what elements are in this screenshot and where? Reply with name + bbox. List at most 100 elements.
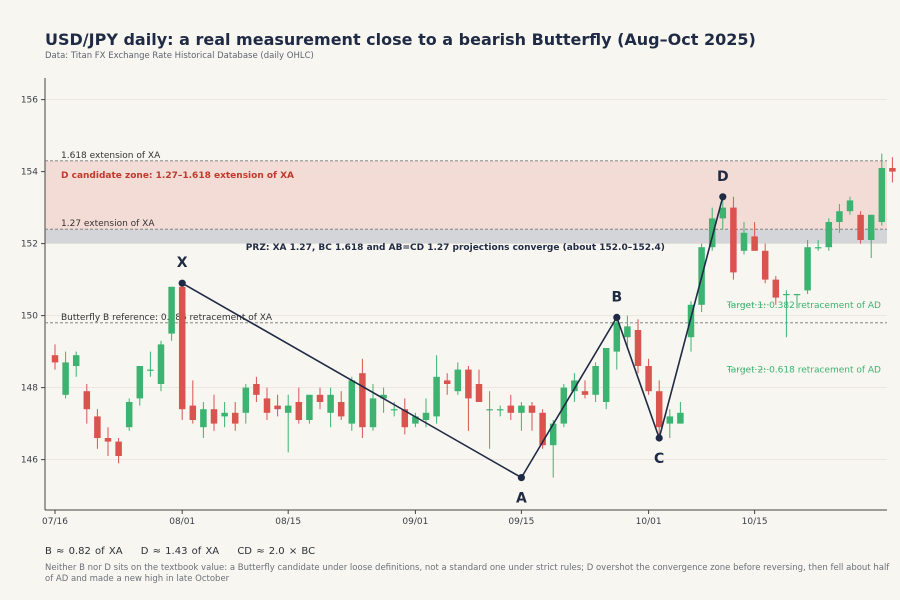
candle-down (401, 409, 409, 428)
candle-down (772, 279, 780, 298)
pattern-point-label: A (516, 491, 527, 507)
candle-down (295, 402, 303, 420)
candle-up (677, 412, 684, 424)
candle-up (496, 409, 504, 411)
x-tick-label: 09/15 (508, 517, 534, 527)
pattern-point (517, 474, 526, 482)
ratio-d: D ≈ 1.43 of XA (140, 546, 220, 557)
reference-level-label: Butterfly B reference: 0.786 retracement… (61, 313, 273, 323)
candle-up (221, 412, 228, 417)
candle-down (359, 373, 366, 428)
pattern-point-label: D (717, 169, 729, 185)
candle-down (274, 405, 281, 410)
candle-up (168, 286, 175, 334)
candle-down (730, 207, 737, 273)
candle-down (210, 409, 218, 424)
candle-up (390, 409, 398, 411)
candle-up (624, 326, 631, 338)
y-tick-label: 148 (21, 384, 38, 394)
candle-down (94, 416, 101, 438)
candle-down (634, 330, 642, 366)
candle-up (878, 168, 886, 222)
x-tick-label: 08/01 (169, 517, 195, 527)
candle-up (62, 362, 69, 395)
candle-up (836, 211, 843, 222)
candle-up (846, 200, 854, 212)
candle-down (231, 412, 239, 424)
candle-up (867, 214, 875, 240)
candle-up (454, 369, 462, 392)
chart-title: USD/JPY daily: a real measurement close … (45, 30, 756, 49)
candle-down (655, 391, 663, 428)
candle-up (719, 207, 727, 219)
chart-subtitle: Data: Titan FX Exchange Rate Historical … (45, 51, 314, 61)
candle-up (369, 398, 377, 428)
candle-up (147, 369, 154, 371)
candle-up (783, 294, 790, 296)
pattern-point-label: B (611, 289, 622, 305)
candle-up (72, 355, 80, 366)
candle-up (592, 366, 599, 395)
candle-up (549, 423, 557, 446)
pattern-point (178, 279, 186, 287)
candle-down (115, 441, 122, 456)
ratio-cd: CD ≈ 2.0 × BC (237, 546, 316, 557)
candle-down (337, 402, 345, 417)
prz-label: PRZ: XA 1.27, BC 1.618 and AB=CD 1.27 pr… (246, 243, 665, 253)
candle-down (51, 355, 59, 363)
candle-up (412, 416, 419, 424)
ratio-b: B ≈ 0.82 of XA (45, 546, 123, 557)
candle-up (793, 294, 801, 296)
candle-up (825, 222, 833, 248)
candle-down (889, 168, 896, 172)
candle-up (740, 232, 748, 251)
pattern-point (655, 434, 663, 442)
ratio-summary: B ≈ 0.82 of XA D ≈ 1.43 of XA CD ≈ 2.0 ×… (45, 546, 329, 557)
candle-down (645, 366, 652, 392)
zone-label: D candidate zone: 1.27–1.618 extension o… (61, 171, 294, 181)
x-tick-label: 10/01 (636, 517, 662, 527)
candle-down (316, 394, 324, 402)
candle-up (804, 247, 811, 291)
candle-down (507, 405, 515, 413)
reference-level-label: 1.27 extension of XA (61, 219, 155, 229)
candle-up (327, 394, 334, 413)
candle-down (465, 369, 472, 399)
candle-down (189, 405, 197, 420)
y-tick-label: 146 (21, 456, 38, 466)
candle-up (242, 387, 250, 413)
candle-up (306, 394, 313, 420)
candle-down (263, 398, 271, 413)
y-tick-label: 156 (21, 96, 38, 106)
candle-up (200, 409, 207, 428)
y-tick-label: 150 (21, 312, 38, 322)
d-candidate-zone (45, 160, 887, 230)
candle-up (433, 376, 440, 417)
footnote: Neither B nor D sits on the textbook val… (45, 563, 890, 584)
pattern-point-label: C (654, 451, 664, 467)
candle-up (666, 416, 674, 424)
y-tick-label: 152 (21, 240, 38, 250)
candle-down (83, 391, 91, 410)
candle-up (518, 405, 525, 413)
pattern-point (719, 193, 727, 201)
candle-down (253, 384, 260, 395)
candle-down (761, 250, 769, 280)
candle-down (443, 380, 451, 384)
candle-up (486, 409, 493, 411)
candle-down (178, 286, 186, 410)
candle-down (751, 236, 758, 251)
x-tick-label: 10/15 (742, 517, 768, 527)
y-tick-label: 154 (21, 168, 38, 178)
target-label: Target 2: 0.618 retracement of AD (726, 366, 881, 376)
candle-down (475, 384, 483, 402)
candle-up (687, 304, 695, 338)
candle-up (380, 394, 387, 399)
candle-down (539, 412, 546, 446)
candle-up (571, 380, 578, 392)
candle-down (857, 214, 864, 240)
candle-up (348, 380, 356, 424)
candle-up (708, 218, 716, 248)
candle-up (422, 412, 430, 420)
